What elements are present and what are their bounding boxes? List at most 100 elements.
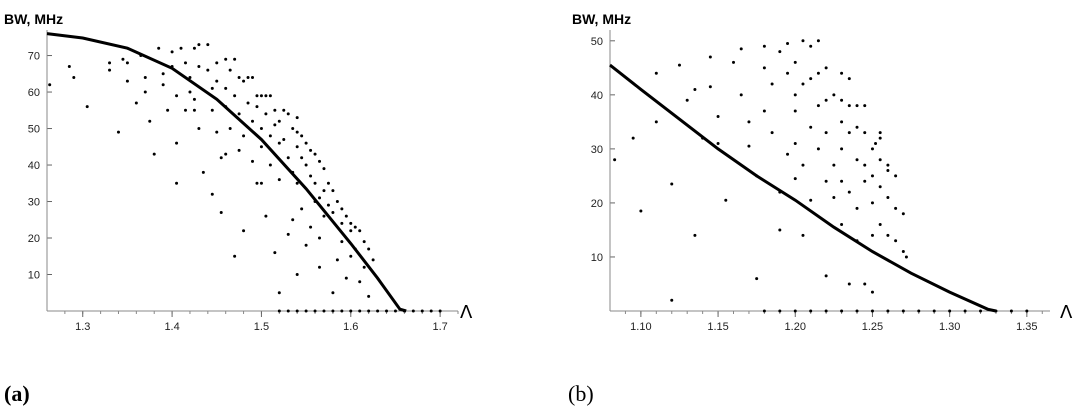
data-point	[793, 60, 797, 64]
data-point	[259, 127, 263, 131]
data-point	[108, 61, 112, 65]
data-point	[685, 98, 689, 102]
y-ticks-b: 10 20 30 40 50	[591, 36, 615, 264]
x-ticks-a: 1.3 1.4 1.5 1.6 1.7	[64, 311, 459, 333]
data-point	[778, 228, 782, 232]
data-point	[273, 108, 277, 112]
data-point	[979, 309, 983, 313]
data-point	[268, 163, 272, 167]
data-point	[362, 265, 366, 269]
data-point	[932, 309, 936, 313]
data-point	[304, 243, 308, 247]
x-axis-title-a: Λ	[460, 302, 473, 323]
data-point	[367, 294, 371, 298]
data-point	[870, 233, 874, 237]
data-point	[816, 71, 820, 75]
data-point	[170, 50, 174, 54]
data-point	[824, 309, 828, 313]
data-point	[259, 94, 263, 98]
data-point	[219, 156, 223, 160]
data-point	[901, 212, 905, 216]
data-point	[340, 309, 344, 313]
data-point	[411, 309, 415, 313]
data-point	[358, 229, 362, 233]
data-point	[224, 86, 228, 90]
data-point	[215, 79, 219, 83]
data-point	[793, 109, 797, 113]
data-point	[762, 66, 766, 70]
data-point	[878, 158, 882, 162]
data-point	[322, 167, 326, 171]
y-tick-label: 50	[591, 36, 603, 48]
data-point	[874, 141, 878, 145]
data-point	[335, 258, 339, 262]
data-point	[878, 223, 882, 227]
data-point	[224, 152, 228, 156]
data-point	[295, 181, 299, 185]
data-point	[894, 206, 898, 210]
data-point	[824, 274, 828, 278]
data-point	[125, 61, 129, 65]
data-point	[175, 181, 179, 185]
data-point	[166, 108, 170, 112]
data-point	[863, 282, 867, 286]
data-point	[371, 258, 375, 262]
data-point	[732, 60, 736, 64]
data-point	[654, 71, 658, 75]
data-point	[824, 179, 828, 183]
data-point	[295, 130, 299, 134]
data-point	[870, 201, 874, 205]
data-point	[210, 86, 214, 90]
data-point	[197, 64, 201, 68]
data-point	[340, 221, 344, 225]
data-point	[670, 298, 674, 302]
data-point	[148, 119, 152, 123]
data-point	[786, 71, 790, 75]
data-point	[747, 120, 751, 124]
data-point	[840, 98, 844, 102]
data-point	[855, 125, 859, 129]
data-point	[286, 112, 290, 116]
data-point	[192, 108, 196, 112]
data-point	[353, 225, 357, 229]
data-point	[631, 136, 635, 140]
data-point	[67, 64, 71, 68]
data-point	[840, 309, 844, 313]
data-point	[340, 207, 344, 211]
data-point	[192, 46, 196, 50]
data-point	[251, 119, 254, 123]
data-point	[134, 101, 138, 105]
data-point	[143, 75, 147, 79]
data-point	[143, 90, 147, 94]
data-point	[855, 104, 859, 108]
data-point	[824, 98, 828, 102]
data-point	[870, 309, 874, 313]
data-point	[724, 198, 728, 202]
data-point	[816, 39, 820, 43]
data-point	[313, 309, 317, 313]
data-point	[708, 85, 712, 89]
data-point	[847, 190, 851, 194]
data-point	[863, 163, 867, 167]
data-point	[801, 163, 805, 167]
y-axis-title-b: BW, MHz	[572, 11, 631, 27]
data-point	[215, 130, 219, 134]
x-tick-label: 1.20	[785, 321, 806, 333]
data-point	[309, 148, 313, 152]
data-point	[762, 44, 766, 48]
data-point	[393, 309, 397, 313]
data-point	[793, 177, 797, 181]
data-point	[677, 63, 681, 67]
data-point	[188, 90, 192, 94]
data-point	[277, 141, 281, 145]
data-point	[268, 134, 272, 138]
data-point	[108, 68, 112, 72]
y-tick-label: 20	[591, 198, 603, 210]
data-point	[654, 120, 658, 124]
x-tick-label: 1.30	[939, 321, 960, 333]
data-point	[847, 77, 851, 81]
data-point	[228, 68, 232, 72]
y-tick-label: 30	[591, 144, 603, 156]
